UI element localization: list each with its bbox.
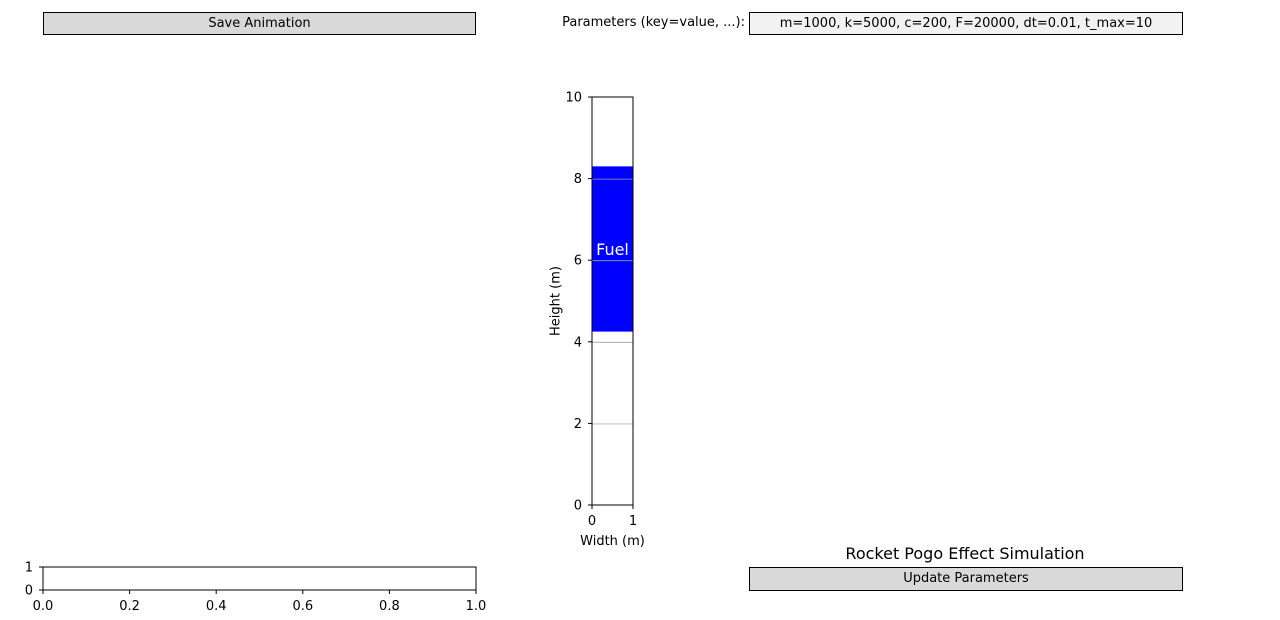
- y-tick-label: 10: [565, 91, 582, 106]
- timeline-y-ticks: 01: [25, 561, 43, 599]
- x-tick-label: 0.2: [119, 599, 140, 614]
- rocket-x-axis-label: Width (m): [580, 534, 645, 549]
- x-tick-label: 1: [629, 514, 637, 529]
- rocket-y-ticks: 0 2 4 6 8 10: [565, 91, 592, 514]
- y-tick-label: 1: [25, 561, 33, 576]
- y-tick-label: 8: [574, 172, 582, 187]
- x-tick-label: 0.6: [292, 599, 313, 614]
- rocket-y-axis-label: Height (m): [549, 266, 564, 336]
- x-tick-label: 0.4: [206, 599, 227, 614]
- x-tick-label: 1.0: [466, 599, 487, 614]
- simulation-title: Rocket Pogo Effect Simulation: [845, 544, 1084, 563]
- y-tick-label: 6: [574, 254, 582, 269]
- x-tick-label: 0.8: [379, 599, 400, 614]
- y-tick-label: 0: [574, 499, 582, 514]
- fuel-label: Fuel: [596, 240, 629, 259]
- y-tick-label: 4: [574, 335, 582, 350]
- x-tick-label: 0: [588, 514, 596, 529]
- timeline-x-ticks: 0.0 0.2 0.4 0.6 0.8 1.0: [33, 590, 487, 614]
- x-tick-label: 0.0: [33, 599, 54, 614]
- y-tick-label: 2: [574, 417, 582, 432]
- y-tick-label: 0: [25, 584, 33, 599]
- timeline-axes: 0.0 0.2 0.4 0.6 0.8 1.0 01: [25, 561, 487, 615]
- timeline-axes-frame: [43, 567, 476, 590]
